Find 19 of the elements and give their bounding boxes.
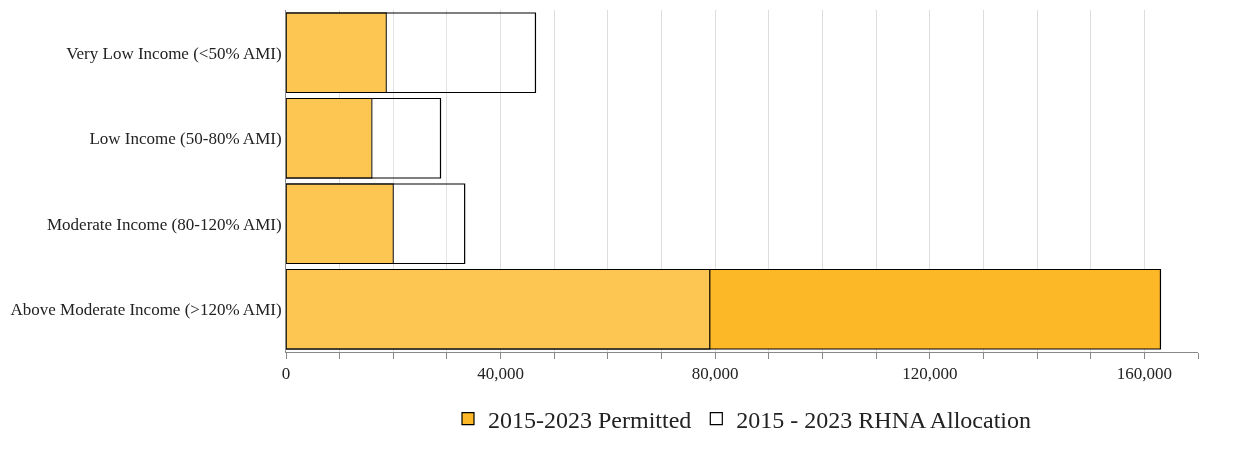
bar bbox=[286, 12, 387, 94]
y-tick-label: Moderate Income (80-120% AMI) bbox=[46, 214, 282, 234]
x-tick-label: 160,000 bbox=[1116, 364, 1172, 384]
bar bbox=[286, 183, 466, 265]
legend-label: 2015 - 2023 RHNA Allocation bbox=[736, 406, 1031, 433]
x-tick-label: 120,000 bbox=[902, 364, 958, 384]
bar bbox=[286, 97, 442, 179]
bar bbox=[286, 12, 537, 94]
x-tick-label: 40,000 bbox=[477, 364, 524, 384]
bar bbox=[286, 183, 394, 265]
x-tick-label: 0 bbox=[281, 364, 291, 384]
bar bbox=[286, 268, 711, 350]
legend-label: 2015-2023 Permitted bbox=[488, 406, 692, 433]
bar bbox=[286, 268, 1162, 350]
y-tick-label: Low Income (50-80% AMI) bbox=[89, 129, 282, 149]
x-tick-label: 80,000 bbox=[691, 364, 739, 384]
y-tick-label: Above Moderate Income (>120% AMI) bbox=[10, 300, 282, 320]
y-tick-label: Very Low Income (<50% AMI) bbox=[66, 43, 282, 63]
bar bbox=[286, 97, 373, 179]
